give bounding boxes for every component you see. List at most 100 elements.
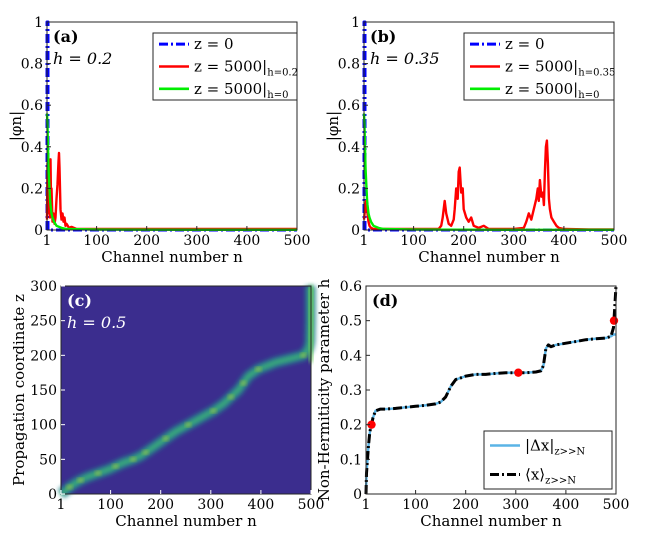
panel-annotation: h = 0.5	[67, 313, 126, 332]
x-axis-label: Channel number n	[420, 512, 562, 530]
heatmap-hotspot	[185, 422, 192, 427]
panel-label: (b)	[370, 27, 396, 46]
heatmap-hotspot	[66, 484, 73, 490]
legend-entry-subscript: z>>N	[545, 476, 576, 487]
x-tick-label: 200	[133, 233, 160, 249]
panel-c: 1 100 200 300 400 500050100150200250300Channe…	[10, 279, 324, 530]
y-tick-label: 0	[351, 223, 360, 239]
y-tick-label: 1	[34, 15, 43, 31]
heatmap-hotspot	[227, 394, 234, 400]
y-tick-label: 1	[351, 15, 360, 31]
x-tick-label: 1	[43, 233, 52, 249]
legend-entry: z = 0	[505, 35, 545, 53]
legend-entry: |Δx|z>>N	[525, 437, 585, 458]
y-tick-label: 0.1	[340, 452, 362, 468]
y-axis-label: Non-Hermiticity parameter h	[315, 278, 333, 501]
series-line-1	[364, 285, 618, 495]
x-tick-label: 300	[183, 233, 210, 249]
legend-entry-subscript: h=0.35	[578, 68, 615, 79]
x-tick-label: 200	[452, 497, 479, 513]
legend: |Δx|z>>N⟨x⟩z>>N	[483, 430, 613, 490]
y-axis-label: |φn|	[7, 111, 25, 141]
series-line-2	[362, 113, 614, 231]
heatmap-trail	[59, 286, 313, 496]
panel-annotation: h = 0.35	[370, 49, 440, 68]
y-tick-label: 0	[353, 487, 362, 503]
x-tick-label: 400	[248, 497, 275, 513]
y-tick-label: 0	[34, 223, 43, 239]
x-tick-label: 500	[603, 497, 630, 513]
y-tick-label: 250	[30, 314, 57, 330]
legend: z = 0z = 5000|h=0.35z = 5000|h=0	[463, 32, 615, 101]
legend-entry-subscript: h=0.2	[267, 68, 298, 79]
heatmap-hotspot	[210, 408, 217, 413]
legend-entry: z = 5000|h=0.35	[505, 58, 615, 79]
series-line-1	[362, 139, 614, 231]
heatmap-hotspot	[112, 464, 119, 469]
legend-entry: z = 5000|h=0.2	[194, 58, 298, 79]
legend-entry-main: ⟨x⟩	[525, 466, 545, 484]
y-tick-label: 50	[39, 452, 57, 468]
legend-entry-main: z = 5000|	[505, 80, 578, 98]
series-line-2	[45, 113, 297, 231]
x-tick-label: 100	[83, 233, 110, 249]
y-axis-label: Propagation coordinate z	[10, 294, 28, 486]
legend-entry: ⟨x⟩z>>N	[525, 466, 576, 487]
x-axis-label: Channel number n	[115, 512, 257, 530]
legend-entry-main: z = 5000|	[194, 80, 267, 98]
heatmap-hotspot	[240, 380, 247, 386]
x-tick-label: 500	[284, 233, 311, 249]
marker-point	[367, 420, 376, 429]
panel-annotation: h = 0.2	[53, 49, 112, 68]
x-tick-label: 300	[502, 497, 529, 513]
x-tick-label: 300	[197, 497, 224, 513]
marker-point	[514, 368, 523, 377]
panel-a: 1 100 200 300 400 500 0 0.2 0.4 0.6 0.8 1 Channel nu…	[7, 15, 310, 266]
heatmap-hotspot	[162, 436, 169, 441]
legend: z = 0 z = 5000|h=0.2z = 5000|h=0	[152, 32, 298, 101]
heatmap-background	[61, 286, 311, 494]
x-tick-label: 100	[97, 497, 124, 513]
x-tick-label: 400	[553, 497, 580, 513]
y-tick-label: 0.8	[338, 57, 360, 73]
legend-entry: z = 5000|h=0	[194, 80, 288, 101]
legend-entry-main: z = 0	[194, 35, 234, 53]
legend-entry-subscript: h=0	[578, 90, 599, 101]
x-axis-label: Channel number n	[101, 248, 243, 266]
axes-frame	[46, 21, 298, 231]
y-tick-label: 0	[48, 487, 57, 503]
legend-entry-main: z = 5000|	[194, 58, 267, 76]
y-tick-label: 0.8	[21, 57, 43, 73]
x-tick-label: 1	[362, 497, 371, 513]
y-tick-label: 300	[30, 279, 57, 295]
x-tick-label: 100	[402, 497, 429, 513]
panel-label: (c)	[67, 291, 92, 310]
x-tick-label: 100	[400, 233, 427, 249]
y-tick-label: 0.3	[340, 383, 362, 399]
legend-entry-main: z = 5000|	[505, 58, 578, 76]
panel-label: (a)	[53, 27, 79, 46]
y-tick-label: 0.4	[338, 140, 360, 156]
y-tick-label: 0.5	[340, 314, 362, 330]
y-tick-label: 150	[30, 383, 57, 399]
x-tick-label: 200	[147, 497, 174, 513]
x-tick-label: 300	[500, 233, 527, 249]
legend-entry-main: |Δx|	[525, 437, 554, 455]
y-axis-label: |φn|	[324, 111, 342, 141]
y-tick-label: 0.4	[340, 348, 362, 364]
heatmap-hotspot	[95, 471, 102, 476]
heatmap-hotspot	[255, 367, 262, 372]
x-tick-label: 500	[601, 233, 628, 249]
panel-b: 1 100 200 300 400 500 0 0.2 0.4 0.6 0.8 1 Channel nu…	[324, 15, 627, 266]
y-tick-label: 0.6	[338, 98, 360, 114]
legend-entry-main: z = 0	[505, 35, 545, 53]
panel-label: (d)	[372, 291, 398, 310]
heatmap-hotspot	[130, 457, 137, 462]
x-tick-label: 1	[360, 233, 369, 249]
x-axis-label: Channel number n	[418, 248, 560, 266]
panel-d: 1 100 200 300 400 500 0 0.1 0.2 0.3 0.4 0.5 0.6 Chann…	[315, 278, 629, 530]
y-tick-label: 0.2	[21, 181, 43, 197]
legend-entry: z = 5000|h=0	[505, 80, 599, 101]
axes-frame	[363, 21, 615, 231]
